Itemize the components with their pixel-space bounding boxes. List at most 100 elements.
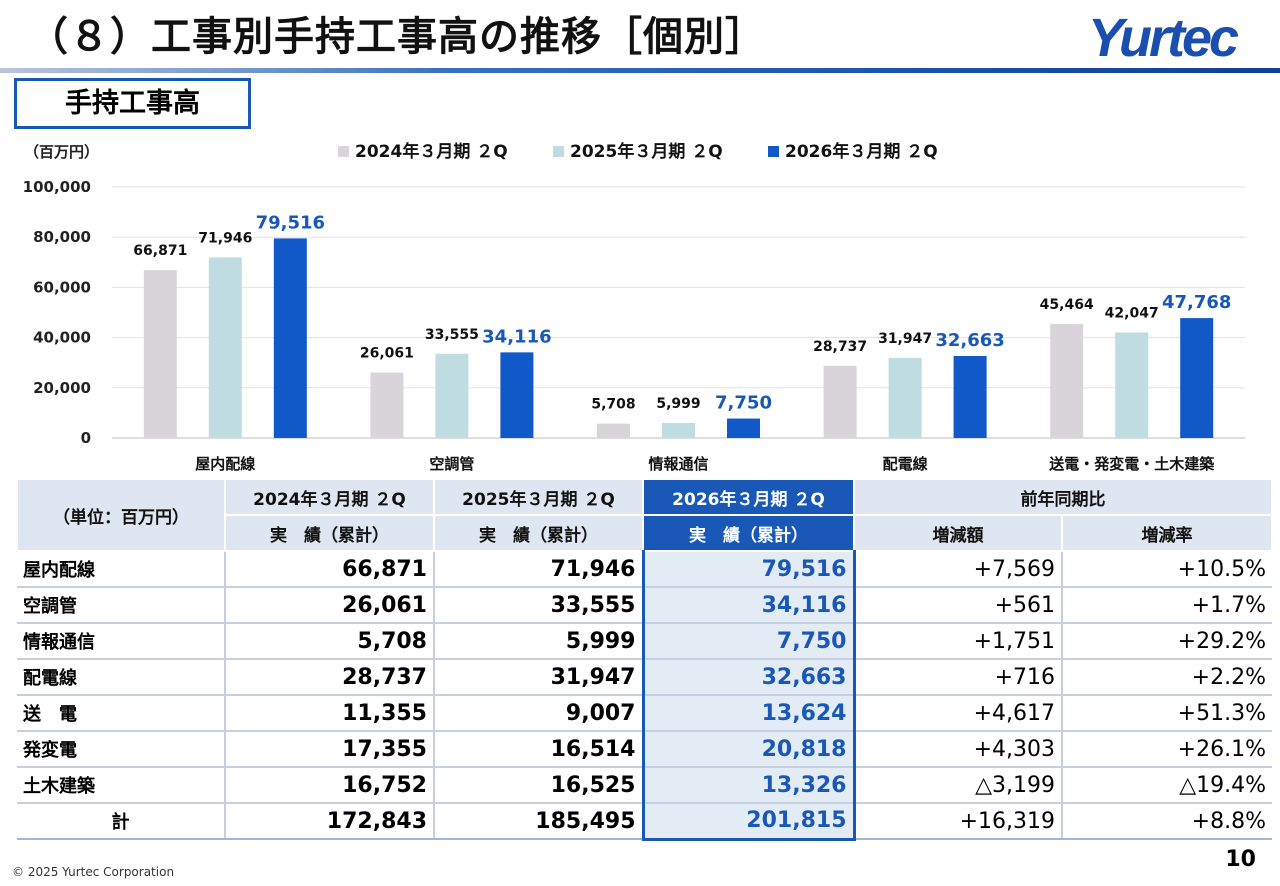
copyright: © 2025 Yurtec Corporation [12, 865, 175, 879]
period-header-2026: 2026年３月期 ２Q [642, 478, 855, 516]
data-label: 71,946 [198, 230, 252, 246]
x-category-label: 配電線 [883, 455, 928, 473]
cell-2026: 13,326 [641, 767, 856, 804]
bar [273, 238, 307, 438]
table-row: 空調管 26,061 33,555 34,116 +561 +1.7% [17, 587, 1272, 624]
data-label: 28,737 [813, 339, 867, 355]
legend-swatch [768, 146, 779, 157]
table-row: 発変電 17,355 16,514 20,818 +4,303 +26.1% [17, 731, 1272, 768]
legend-label: 2024年３月期 ２Q [355, 141, 508, 162]
bar-chart: 0 20,000 40,000 60,000 80,000 100,000 （百万円） 2… [23, 141, 1245, 473]
bar [727, 418, 760, 438]
sub-header-2024: 実 績（累計） [224, 514, 435, 552]
data-label: 45,464 [1040, 297, 1094, 313]
bar [597, 423, 630, 438]
bars [143, 238, 1214, 438]
cell-2024: 16,752 [224, 767, 434, 804]
data-label: 5,999 [656, 396, 700, 412]
legend: 2024年３月期 ２Q 2025年３月期 ２Q 2026年３月期 ２Q [338, 141, 938, 162]
cell-2026: 7,750 [641, 623, 856, 660]
y-tick-label: 100,000 [23, 178, 91, 196]
cell-2024: 11,355 [224, 695, 434, 732]
bar [370, 372, 404, 438]
cell-diff: △3,199 [853, 767, 1062, 804]
data-table: （単位：百万円） 2024年３月期 ２Q 2025年３月期 ２Q 2026年３月… [16, 478, 1273, 841]
cell-rate: +2.2% [1061, 659, 1272, 696]
logo-text: Yurtec [1088, 8, 1239, 66]
total-diff: +16,319 [853, 802, 1062, 840]
cell-2026: 13,624 [641, 695, 856, 732]
table-row: 土木建築 16,752 16,525 13,326 △3,199 △19.4% [17, 767, 1272, 804]
table-row: 送 電 11,355 9,007 13,624 +4,617 +51.3% [17, 695, 1272, 732]
cell-rate: △19.4% [1061, 767, 1272, 804]
cell-rate: +1.7% [1061, 587, 1272, 624]
row-label: 土木建築 [17, 767, 225, 804]
y-tick-label: 20,000 [33, 379, 91, 397]
x-category-label: 送電・発変電・土木建築 [1048, 455, 1215, 473]
cell-2024: 28,737 [224, 659, 434, 696]
cell-2026: 34,116 [641, 587, 856, 624]
cell-2026: 79,516 [641, 551, 856, 588]
page-title: （８）工事別手持工事高の推移［個別］ [28, 14, 766, 60]
cell-2025: 9,007 [433, 695, 643, 732]
y-axis-ticks: 0 20,000 40,000 60,000 80,000 100,000 [23, 178, 91, 447]
legend-swatch [338, 146, 349, 157]
y-tick-label: 80,000 [33, 228, 91, 246]
cell-2026: 20,818 [641, 731, 856, 768]
cell-2024: 66,871 [224, 551, 434, 588]
cell-2025: 5,999 [433, 623, 643, 660]
header-rule [0, 68, 1280, 73]
cell-2025: 71,946 [433, 551, 643, 588]
bar [823, 365, 857, 438]
cell-diff: +4,617 [853, 695, 1062, 732]
cell-rate: +29.2% [1061, 623, 1272, 660]
cell-2024: 26,061 [224, 587, 434, 624]
row-label: 配電線 [17, 659, 225, 696]
data-label: 26,061 [360, 346, 414, 362]
table-row: 配電線 28,737 31,947 32,663 +716 +2.2% [17, 659, 1272, 696]
row-label: 空調管 [17, 587, 225, 624]
yurtec-logo: Yurtec [1088, 8, 1242, 66]
rate-header: 増減率 [1061, 514, 1273, 552]
table-row: 屋内配線 66,871 71,946 79,516 +7,569 +10.5% [17, 551, 1272, 588]
data-label: 66,871 [133, 243, 187, 259]
bar [953, 356, 987, 438]
data-label: 47,768 [1162, 292, 1231, 313]
cell-diff: +716 [853, 659, 1062, 696]
cell-rate: +10.5% [1061, 551, 1272, 588]
x-category-label: 情報通信 [648, 455, 708, 473]
table-row: 情報通信 5,708 5,999 7,750 +1,751 +29.2% [17, 623, 1272, 660]
cell-rate: +51.3% [1061, 695, 1272, 732]
sub-header-2025: 実 績（累計） [433, 514, 644, 552]
bar [208, 257, 242, 438]
bar [143, 270, 177, 438]
unit-header: （単位：百万円） [16, 478, 226, 552]
row-label: 情報通信 [17, 623, 225, 660]
y-tick-label: 0 [81, 429, 91, 447]
cell-2025: 31,947 [433, 659, 643, 696]
data-label: 31,947 [878, 331, 932, 347]
total-2026: 201,815 [641, 802, 856, 841]
row-label: 発変電 [17, 731, 225, 768]
sub-header-2026: 実 績（累計） [642, 514, 855, 552]
cell-rate: +26.1% [1061, 731, 1272, 768]
y-tick-label: 60,000 [33, 278, 91, 296]
cell-2025: 16,525 [433, 767, 643, 804]
data-label: 7,750 [715, 393, 772, 414]
total-2025: 185,495 [433, 802, 643, 840]
cell-diff: +1,751 [853, 623, 1062, 660]
total-2024: 172,843 [224, 802, 434, 840]
y-axis-unit-label: （百万円） [24, 143, 99, 161]
row-label: 屋内配線 [17, 551, 225, 588]
cell-diff: +4,303 [853, 731, 1062, 768]
bar [435, 353, 469, 438]
legend-label: 2025年３月期 ２Q [570, 141, 723, 162]
legend-swatch [553, 146, 564, 157]
bar [1180, 318, 1214, 438]
cell-2024: 5,708 [224, 623, 434, 660]
page-number: 10 [1225, 847, 1256, 872]
comparison-header: 前年同期比 [853, 478, 1273, 516]
data-label: 42,047 [1105, 305, 1159, 321]
data-label: 34,116 [482, 326, 551, 347]
bar [1050, 323, 1084, 438]
